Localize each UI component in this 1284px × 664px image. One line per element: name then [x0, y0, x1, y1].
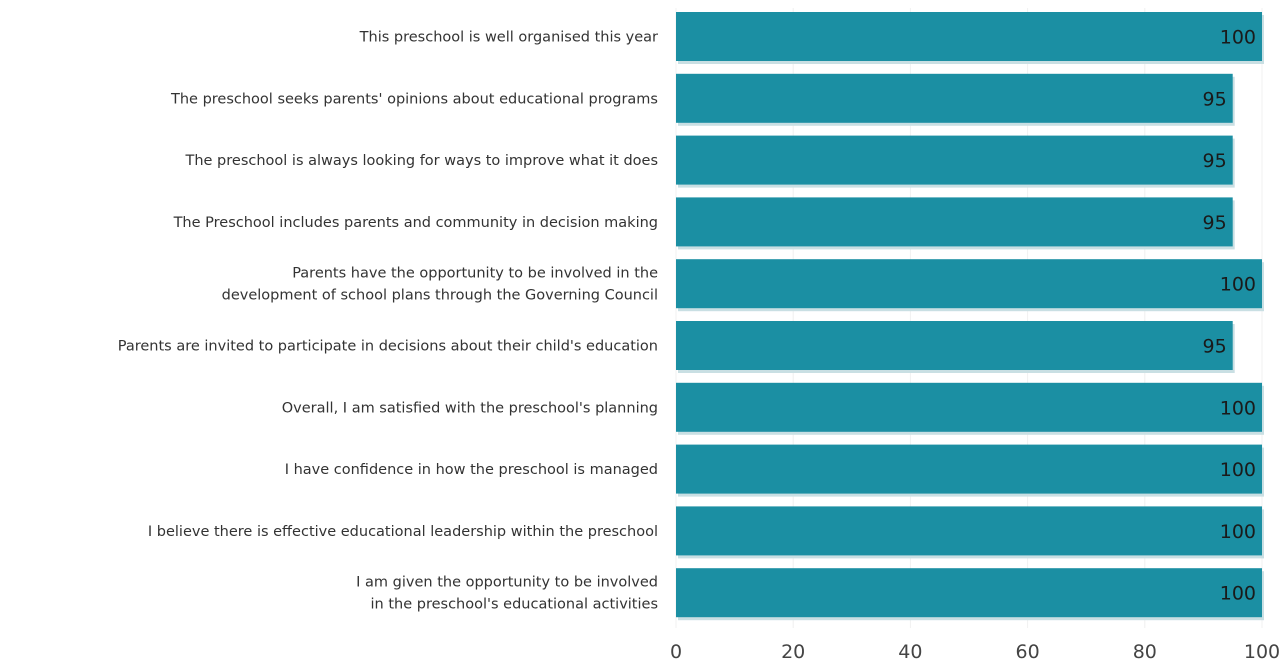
data-label-9: 100: [1220, 583, 1256, 605]
x-tick-label-100: 100: [1244, 641, 1280, 663]
x-axis-ticks: 0 20 40 60 80 100: [670, 641, 1280, 663]
category-label-0-line-0: This preschool is well organised this ye…: [359, 30, 658, 46]
x-tick-label-40: 40: [898, 641, 922, 663]
category-label-9: I am given the opportunity to be involve…: [356, 575, 658, 613]
x-tick-label-60: 60: [1016, 641, 1040, 663]
category-labels: This preschool is well organised this ye…: [118, 30, 658, 613]
x-tick-label-20: 20: [781, 641, 805, 663]
category-label-3: The Preschool includes parents and commu…: [173, 215, 658, 231]
category-label-1: The preschool seeks parents' opinions ab…: [170, 91, 658, 107]
category-label-4-line-1: development of school plans through the …: [222, 288, 658, 304]
bar-7: [676, 444, 1262, 494]
category-label-6: Overall, I am satisfied with the prescho…: [282, 400, 658, 416]
category-label-5: Parents are invited to participate in de…: [118, 339, 658, 355]
bar-6: [676, 382, 1262, 432]
category-label-0: This preschool is well organised this ye…: [359, 30, 658, 46]
category-label-5-line-0: Parents are invited to participate in de…: [118, 339, 658, 355]
value-labels: 100 95 95 95 100 95 100 100 100 100: [1203, 27, 1256, 605]
x-tick-label-0: 0: [670, 641, 682, 663]
data-label-4: 100: [1220, 274, 1256, 296]
bar-5: [676, 321, 1233, 370]
bar-9: [676, 568, 1262, 618]
data-label-1: 95: [1203, 88, 1227, 110]
category-label-9-line-0: I am given the opportunity to be involve…: [356, 575, 658, 591]
category-label-1-line-0: The preschool seeks parents' opinions ab…: [170, 91, 658, 107]
bar-8: [676, 506, 1262, 556]
bars: [676, 12, 1264, 621]
category-label-8: I believe there is effective educational…: [148, 524, 658, 540]
data-label-3: 95: [1203, 212, 1227, 234]
category-label-4-line-0: Parents have the opportunity to be invol…: [292, 266, 658, 282]
bar-2: [676, 135, 1233, 185]
data-label-2: 95: [1203, 150, 1227, 172]
bar-0: [676, 12, 1262, 61]
category-label-7: I have confidence in how the preschool i…: [285, 462, 658, 478]
data-label-8: 100: [1220, 521, 1256, 543]
category-label-8-line-0: I believe there is effective educational…: [148, 524, 658, 540]
category-label-2-line-0: The preschool is always looking for ways…: [184, 153, 658, 169]
category-label-2: The preschool is always looking for ways…: [184, 153, 658, 169]
category-label-3-line-0: The Preschool includes parents and commu…: [173, 215, 658, 231]
category-label-4: Parents have the opportunity to be invol…: [222, 266, 658, 304]
category-label-9-line-1: in the preschool's educational activitie…: [371, 597, 658, 613]
category-label-6-line-0: Overall, I am satisfied with the prescho…: [282, 400, 658, 416]
data-label-6: 100: [1220, 397, 1256, 419]
bar-3: [676, 197, 1233, 247]
data-label-0: 100: [1220, 27, 1256, 49]
bar-1: [676, 73, 1233, 123]
x-tick-label-80: 80: [1133, 641, 1157, 663]
category-label-7-line-0: I have confidence in how the preschool i…: [285, 462, 658, 478]
data-label-7: 100: [1220, 459, 1256, 481]
data-label-5: 95: [1203, 336, 1227, 358]
bar-4: [676, 259, 1262, 309]
